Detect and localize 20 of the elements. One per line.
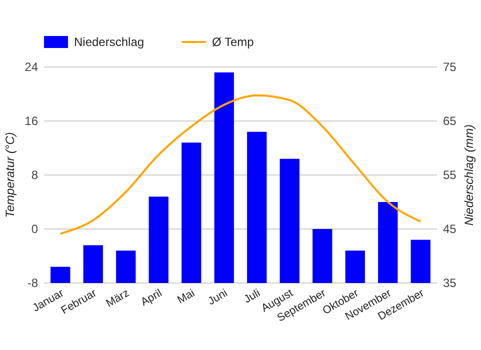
legend-label: Niederschlag: [74, 35, 144, 49]
x-tick-label: Juli: [242, 287, 262, 306]
y2-tick-label: 55: [443, 168, 457, 182]
x-tick-label: März: [104, 287, 132, 310]
y-tick-label: 16: [24, 114, 38, 128]
y2-tick-label: 45: [443, 222, 457, 236]
line-series: [59, 94, 422, 235]
y-tick-label: -8: [27, 276, 38, 290]
y2-tick-label: 35: [443, 276, 457, 290]
x-tick-label: Juni: [206, 287, 230, 308]
y2-tick-label: 75: [443, 60, 457, 74]
legend-label: Ø Temp: [212, 35, 254, 49]
x-tick-label: April: [139, 287, 164, 309]
y-tick-label: 0: [31, 222, 38, 236]
y-tick-label: 8: [31, 168, 38, 182]
y2-tick-label: 65: [443, 114, 457, 128]
x-tick-label: Mai: [176, 287, 197, 306]
y-tick-label: 24: [24, 60, 38, 74]
y2-axis-title: Niederschlag (mm): [462, 124, 476, 226]
y-axis-title: Temperatur (°C): [3, 132, 17, 218]
